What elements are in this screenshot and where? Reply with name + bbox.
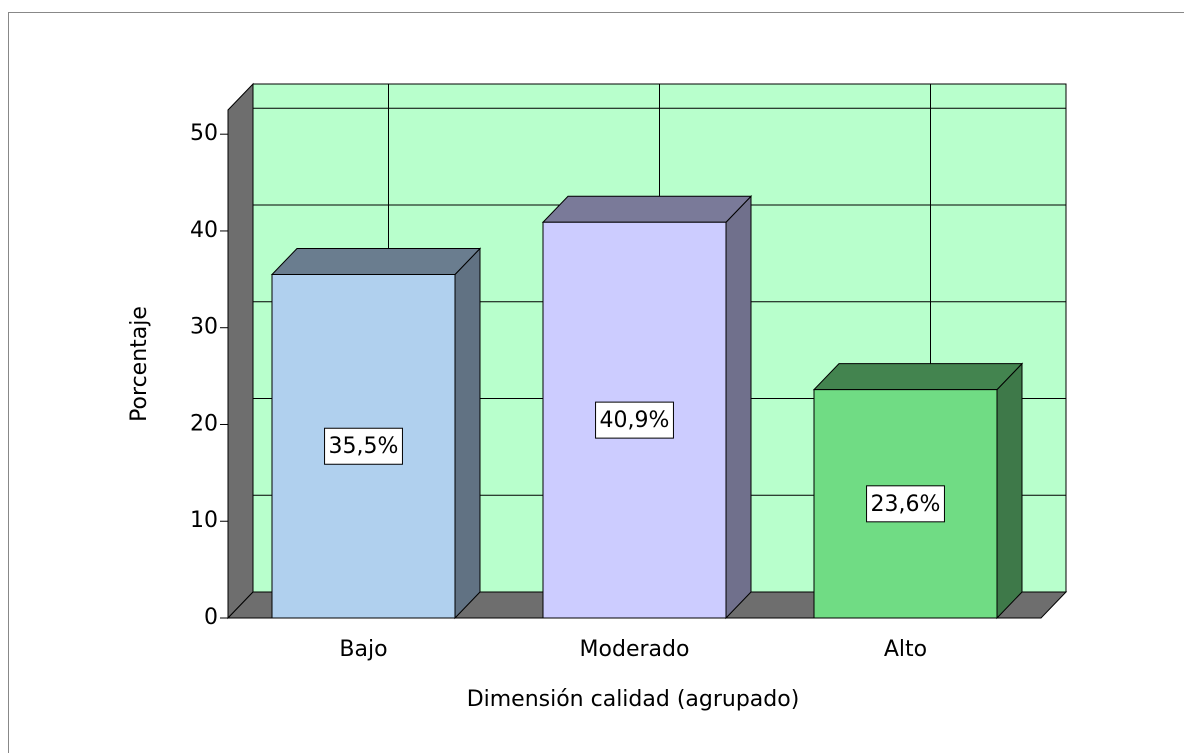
y-tick-label: 40 xyxy=(190,218,218,243)
value-label-box xyxy=(324,427,403,465)
value-label: 35,5% xyxy=(329,434,399,459)
x-tick-label: Alto xyxy=(884,637,927,662)
bar-side xyxy=(996,362,1023,620)
value-label-box xyxy=(866,485,945,523)
bar-side xyxy=(725,195,752,620)
y-tick-label: 20 xyxy=(190,411,218,436)
y-tick-label: 10 xyxy=(190,508,218,533)
bar-side xyxy=(454,247,481,620)
bar-top xyxy=(270,247,482,275)
value-label: 40,9% xyxy=(600,408,670,433)
left-wall xyxy=(227,82,254,620)
bar-top xyxy=(541,195,753,223)
x-tick-label: Moderado xyxy=(580,637,690,662)
y-tick-label: 0 xyxy=(204,605,218,630)
bar-top xyxy=(812,363,1024,391)
x-tick-label: Bajo xyxy=(339,637,387,662)
y-tick-label: 50 xyxy=(190,121,218,146)
x-axis-label: Dimensión calidad (agrupado) xyxy=(467,687,800,712)
y-tick-label: 30 xyxy=(190,315,218,340)
value-label-box xyxy=(595,401,674,439)
y-axis-label: Porcentaje xyxy=(127,306,152,422)
value-label: 23,6% xyxy=(871,492,941,517)
